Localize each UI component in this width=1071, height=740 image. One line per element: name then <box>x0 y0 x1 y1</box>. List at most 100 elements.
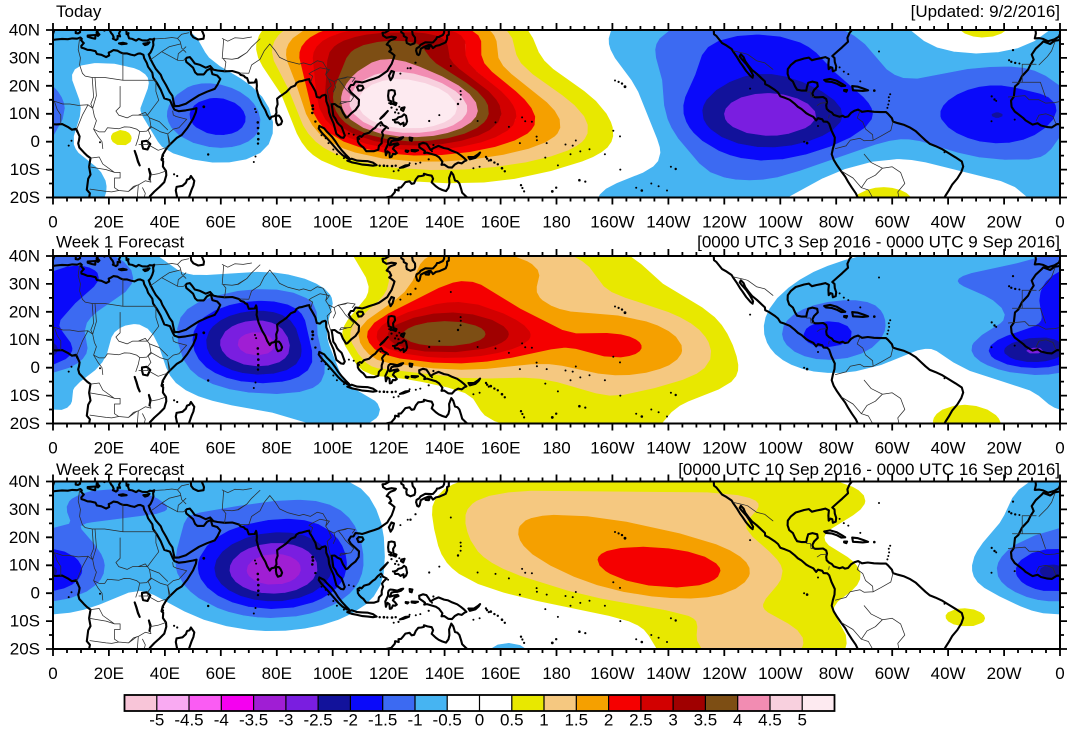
svg-text:40W: 40W <box>931 439 966 458</box>
svg-text:0: 0 <box>31 358 40 377</box>
svg-text:20E: 20E <box>94 664 124 683</box>
svg-text:120E: 120E <box>369 439 409 458</box>
svg-text:5: 5 <box>797 711 806 730</box>
svg-text:30N: 30N <box>9 48 40 67</box>
svg-text:20E: 20E <box>94 439 124 458</box>
svg-text:80E: 80E <box>262 439 292 458</box>
svg-text:80W: 80W <box>819 439 854 458</box>
svg-text:10S: 10S <box>10 612 40 631</box>
svg-text:80W: 80W <box>819 664 854 683</box>
svg-text:140W: 140W <box>646 664 690 683</box>
svg-text:20N: 20N <box>9 76 40 95</box>
svg-text:180: 180 <box>542 213 570 232</box>
svg-text:2: 2 <box>604 711 613 730</box>
svg-text:40W: 40W <box>931 213 966 232</box>
svg-text:160E: 160E <box>481 439 521 458</box>
svg-text:10S: 10S <box>10 386 40 405</box>
svg-text:[0000 UTC 3 Sep 2016 - 0000 UT: [0000 UTC 3 Sep 2016 - 0000 UTC 9 Sep 20… <box>697 233 1060 252</box>
svg-text:-5: -5 <box>149 711 164 730</box>
svg-text:160W: 160W <box>590 439 634 458</box>
svg-text:20N: 20N <box>9 302 40 321</box>
svg-text:180: 180 <box>542 439 570 458</box>
svg-text:0: 0 <box>31 132 40 151</box>
svg-text:0: 0 <box>48 213 57 232</box>
svg-text:3.5: 3.5 <box>694 711 718 730</box>
svg-text:0: 0 <box>1055 439 1064 458</box>
svg-text:120W: 120W <box>702 664 746 683</box>
svg-text:60E: 60E <box>206 439 236 458</box>
svg-text:20N: 20N <box>9 528 40 547</box>
svg-text:100E: 100E <box>313 664 353 683</box>
svg-text:120E: 120E <box>369 664 409 683</box>
svg-text:-1.5: -1.5 <box>368 711 397 730</box>
svg-text:20W: 20W <box>987 664 1022 683</box>
svg-text:30N: 30N <box>9 274 40 293</box>
svg-text:20S: 20S <box>10 414 40 433</box>
svg-text:0: 0 <box>48 439 57 458</box>
svg-text:Week 2 Forecast: Week 2 Forecast <box>56 460 184 479</box>
svg-text:Week 1 Forecast: Week 1 Forecast <box>56 233 184 252</box>
svg-text:100W: 100W <box>758 213 802 232</box>
svg-text:1: 1 <box>539 711 548 730</box>
svg-text:0: 0 <box>48 664 57 683</box>
svg-text:60W: 60W <box>875 439 910 458</box>
svg-text:-2.5: -2.5 <box>303 711 332 730</box>
svg-text:0: 0 <box>475 711 484 730</box>
svg-text:80W: 80W <box>819 213 854 232</box>
svg-text:0: 0 <box>1055 664 1064 683</box>
svg-text:140E: 140E <box>425 213 465 232</box>
svg-text:60E: 60E <box>206 664 236 683</box>
svg-text:140E: 140E <box>425 439 465 458</box>
svg-text:20S: 20S <box>10 640 40 659</box>
svg-text:60W: 60W <box>875 664 910 683</box>
svg-text:0.5: 0.5 <box>500 711 524 730</box>
svg-text:120W: 120W <box>702 213 746 232</box>
svg-text:3: 3 <box>668 711 677 730</box>
svg-text:-1: -1 <box>407 711 422 730</box>
svg-text:1.5: 1.5 <box>564 711 588 730</box>
svg-text:10N: 10N <box>9 556 40 575</box>
svg-text:100W: 100W <box>758 664 802 683</box>
svg-text:-4.5: -4.5 <box>174 711 203 730</box>
svg-text:160W: 160W <box>590 213 634 232</box>
svg-text:Today: Today <box>56 2 102 21</box>
svg-text:-0.5: -0.5 <box>433 711 462 730</box>
svg-text:120W: 120W <box>702 439 746 458</box>
svg-text:4.5: 4.5 <box>758 711 782 730</box>
svg-text:20E: 20E <box>94 213 124 232</box>
svg-text:40N: 40N <box>9 472 40 491</box>
svg-text:20W: 20W <box>987 439 1022 458</box>
svg-text:40E: 40E <box>150 664 180 683</box>
svg-text:40E: 40E <box>150 439 180 458</box>
svg-text:30N: 30N <box>9 500 40 519</box>
svg-text:[Updated: 9/2/2016]: [Updated: 9/2/2016] <box>911 2 1060 21</box>
svg-text:4: 4 <box>733 711 742 730</box>
svg-text:100E: 100E <box>313 213 353 232</box>
svg-text:60W: 60W <box>875 213 910 232</box>
svg-text:180: 180 <box>542 664 570 683</box>
svg-text:0: 0 <box>31 584 40 603</box>
svg-text:20W: 20W <box>987 213 1022 232</box>
svg-text:140W: 140W <box>646 213 690 232</box>
svg-text:140W: 140W <box>646 439 690 458</box>
svg-text:2.5: 2.5 <box>629 711 653 730</box>
svg-text:40E: 40E <box>150 213 180 232</box>
svg-text:40N: 40N <box>9 247 40 266</box>
svg-text:10S: 10S <box>10 160 40 179</box>
svg-text:0: 0 <box>1055 213 1064 232</box>
svg-text:120E: 120E <box>369 213 409 232</box>
svg-text:10N: 10N <box>9 330 40 349</box>
svg-text:80E: 80E <box>262 213 292 232</box>
svg-text:160E: 160E <box>481 213 521 232</box>
svg-text:-4: -4 <box>214 711 229 730</box>
svg-text:140E: 140E <box>425 664 465 683</box>
svg-text:40W: 40W <box>931 664 966 683</box>
svg-text:-3: -3 <box>278 711 293 730</box>
svg-text:160E: 160E <box>481 664 521 683</box>
svg-text:10N: 10N <box>9 104 40 123</box>
svg-text:100W: 100W <box>758 439 802 458</box>
svg-text:40N: 40N <box>9 21 40 40</box>
svg-text:-3.5: -3.5 <box>239 711 268 730</box>
svg-text:80E: 80E <box>262 664 292 683</box>
svg-text:100E: 100E <box>313 439 353 458</box>
